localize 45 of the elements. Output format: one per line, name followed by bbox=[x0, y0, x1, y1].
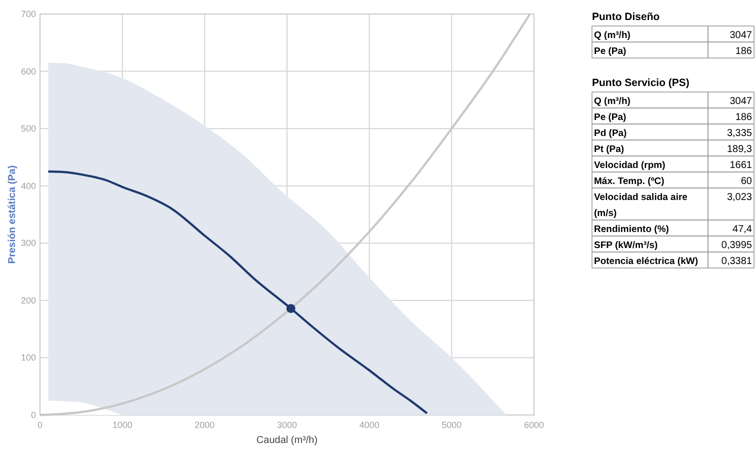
text: 1661 bbox=[730, 160, 752, 171]
y-tick-label: 100 bbox=[20, 352, 36, 363]
text: 186 bbox=[735, 112, 752, 123]
x-tick-label: 6000 bbox=[524, 420, 544, 430]
x-tick-label: 3000 bbox=[276, 420, 298, 430]
category-label: Velocidad (rpm) bbox=[594, 160, 666, 171]
y-tick-label: 200 bbox=[20, 295, 36, 306]
x-tick-label: 5000 bbox=[442, 420, 462, 430]
category-label: Velocidad salida aire (m/s) bbox=[594, 192, 688, 219]
y-tick-label: 400 bbox=[20, 180, 36, 191]
text: 3,023 bbox=[726, 192, 752, 203]
text: 3,335 bbox=[726, 128, 752, 139]
x-tick-label: 1000 bbox=[112, 420, 132, 430]
text: 3047 bbox=[730, 30, 752, 41]
y-tick-label: 0 bbox=[30, 410, 36, 420]
text: 186 bbox=[735, 46, 752, 57]
text: Punto Diseño bbox=[592, 11, 660, 23]
category-label: Potencia eléctrica (kW) bbox=[594, 256, 698, 267]
x-tick-label: 2000 bbox=[194, 420, 215, 430]
text: 189,3 bbox=[726, 144, 752, 155]
text: 0,3381 bbox=[721, 256, 752, 267]
y-tick-label: 600 bbox=[20, 66, 36, 76]
text: 47,4 bbox=[732, 224, 752, 235]
category-label: Rendimiento (%) bbox=[594, 224, 669, 235]
category-label: Pe (Pa) bbox=[594, 46, 626, 57]
category-label: Pd (Pa) bbox=[594, 128, 627, 139]
text: 3047 bbox=[730, 96, 752, 107]
y-tick-label: 300 bbox=[20, 238, 36, 248]
x-tick-label: 4000 bbox=[359, 420, 380, 430]
x-axis-title: Caudal (m³/h) bbox=[256, 435, 318, 446]
line-series bbox=[47, 170, 428, 414]
x-tick-label: 0 bbox=[37, 420, 43, 430]
line-series bbox=[38, 12, 531, 416]
category-label: Pt (Pa) bbox=[594, 144, 624, 155]
category-label: Q (m³/h) bbox=[594, 96, 630, 107]
category-label: Máx. Temp. (ºC) bbox=[594, 176, 664, 187]
category-label: Pe (Pa) bbox=[594, 112, 626, 123]
category-label: Q (m³/h) bbox=[594, 30, 630, 41]
y-tick-label: 500 bbox=[20, 124, 36, 134]
text: Punto Servicio (PS) bbox=[592, 77, 690, 89]
text: 0,3995 bbox=[721, 240, 752, 251]
text: 60 bbox=[740, 176, 752, 187]
y-axis-title: Presión estática (Pa) bbox=[7, 165, 18, 264]
y-tick-label: 700 bbox=[20, 9, 36, 19]
category-label: SFP (kW/m³/s) bbox=[594, 240, 658, 251]
